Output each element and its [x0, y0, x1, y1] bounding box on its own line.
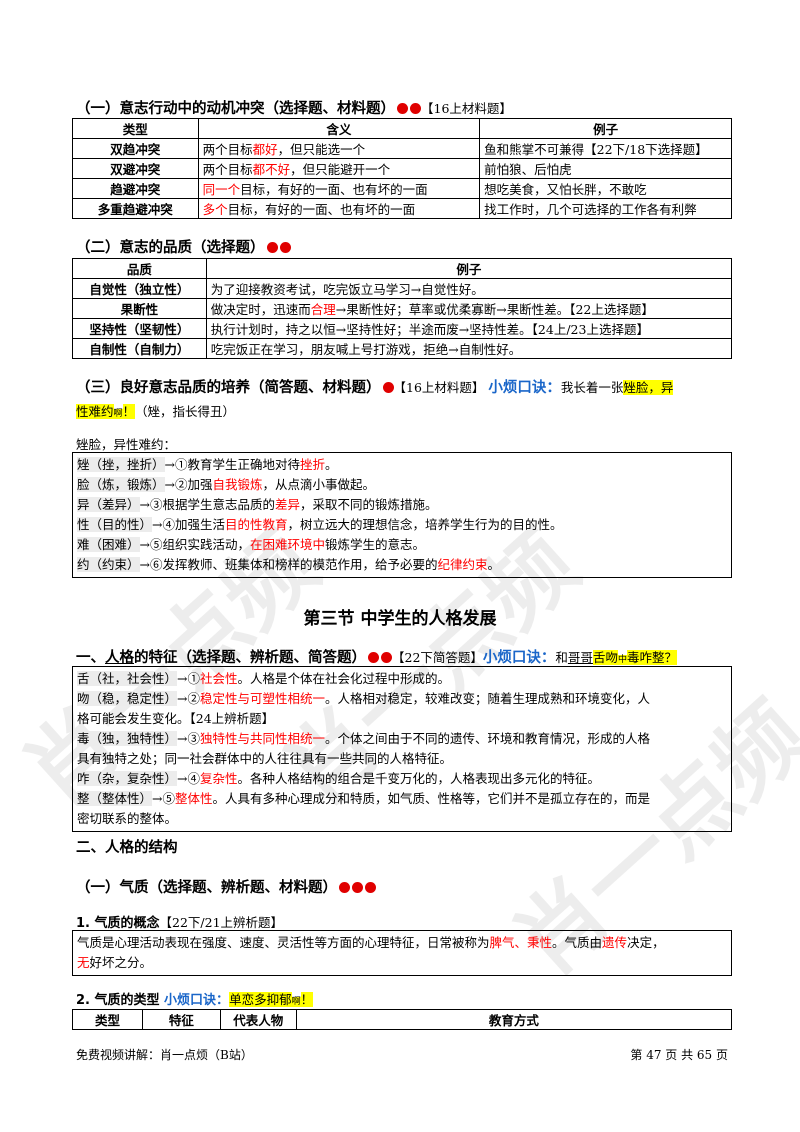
- column-header: 例子: [479, 118, 732, 139]
- section-heading-personality-structure: 二、人格的结构: [76, 840, 178, 856]
- quality-example: 做决定时，迅速而合理→果断性好；草率或优柔寡断→果断性差。【22上选择题】: [205, 298, 733, 319]
- conflict-example: 想吃美食，又怕长胖，不敢吃: [479, 178, 732, 199]
- mnemonic-label: 小烦口诀：: [164, 993, 230, 1008]
- conflict-type: 趋避冲突: [72, 178, 199, 199]
- section-heading-motive-conflict: （一）意志行动中的动机冲突（选择题、材料题） 【16上材料题】: [76, 101, 512, 117]
- list-item: 密切联系的整体。: [77, 811, 178, 826]
- page-number: 第 47 页 共 65 页: [630, 1048, 728, 1062]
- table-header: 类型 特征 代表人物 教育方式: [72, 1009, 733, 1030]
- mnemonic-label: 小烦口诀：: [482, 650, 556, 666]
- conflict-meaning: 两个目标都不好，但只能避开一个: [197, 158, 481, 179]
- mnemonic-highlight: 单恋多抑郁: [229, 992, 292, 1007]
- will-quality-table: 品质 例子 自觉性（独立性） 为了迎接教资考试，吃完饭立马学习→自觉性好。 果断…: [72, 258, 733, 359]
- conflict-meaning: 多个目标，有好的一面、也有坏的一面: [197, 198, 481, 219]
- quality-name: 自制性（自制力）: [72, 338, 207, 359]
- column-header: 类型: [72, 1009, 143, 1030]
- importance-dot-icon: [365, 882, 376, 893]
- importance-dot-icon: [266, 242, 278, 253]
- cultivation-box: 矬（挫，挫折）→①教育学生正确地对待挫折。 脸（炼，锻炼）→②加强自我锻炼，从点…: [72, 452, 732, 578]
- conflict-meaning: 同一个目标，有好的一面、也有坏的一面: [197, 178, 481, 199]
- exam-tag: 【22下/21上辨析题】: [159, 915, 284, 930]
- table-row: 双趋冲突 两个目标都好，但只能选一个 鱼和熊掌不可兼得【22下/18下选择题】: [72, 138, 732, 159]
- temperament-concept-box: 气质是心理活动表现在强度、速度、灵活性等方面的心理特征，日常被称为脾气、秉性。气…: [72, 930, 732, 976]
- table-row: 多重趋避冲突 多个目标，有好的一面、也有坏的一面 找工作时，几个可选择的工作各有…: [72, 198, 732, 219]
- importance-dot-icon: [410, 103, 421, 114]
- importance-dot-icon: [397, 103, 408, 114]
- table-header: 品质 例子: [72, 258, 733, 279]
- mnemonic-continuation: 性难约啊！（矬，指长得丑）: [76, 404, 236, 419]
- motive-conflict-table: 类型 含义 例子 双趋冲突 两个目标都好，但只能选一个 鱼和熊掌不可兼得【22下…: [72, 118, 732, 219]
- temperament-types-table: 类型 特征 代表人物 教育方式: [72, 1009, 733, 1030]
- table-row: 自觉性（独立性） 为了迎接教资考试，吃完饭立马学习→自觉性好。: [72, 278, 733, 299]
- table-row: 趋避冲突 同一个目标，有好的一面、也有坏的一面 想吃美食，又怕长胖，不敢吃: [72, 178, 732, 199]
- list-item: 矬（挫，挫折）→①教育学生正确地对待挫折。: [77, 457, 338, 472]
- section-heading-will-cultivation: （三）良好意志品质的培养（简答题、材料题） 【16上材料题】 小烦口诀：我长着一张…: [76, 380, 674, 396]
- column-header: 特征: [141, 1009, 221, 1030]
- section-heading-personality-features: 一、人格的特征（选择题、辨析题、简答题） 【22下简答题】小烦口诀：和哥哥舌吻中毒…: [76, 650, 677, 666]
- mnemonic-subheading: 矬脸，异性难约：: [76, 437, 177, 452]
- list-item: 异（差异）→③根据学生意志品质的差异，采取不同的锻炼措施。: [77, 497, 438, 512]
- mnemonic-note: （矬，指长得丑）: [135, 404, 236, 419]
- conflict-type: 多重趋避冲突: [72, 198, 199, 219]
- conflict-meaning: 两个目标都好，但只能选一个: [197, 138, 481, 159]
- mnemonic-highlight: 矬脸，异: [623, 380, 674, 395]
- column-header: 例子: [205, 258, 733, 279]
- list-item: 舌（社，社会性）→①社会性。人格是个体在社会化过程中形成的。: [77, 671, 451, 686]
- conflict-type: 双避冲突: [72, 158, 199, 179]
- list-item: 整（整体性）→⑤整体性。人具有多种心理成分和特质，如气质、性格等，它们并不是孤立…: [77, 791, 651, 806]
- exam-tag: 【16上材料题】: [393, 380, 485, 395]
- column-header: 含义: [197, 118, 481, 139]
- section-title: 第三节 中学生的人格发展: [303, 609, 497, 629]
- quality-name: 坚持性（坚韧性）: [72, 318, 207, 339]
- subheading-temperament-types: 2. 气质的类型 小烦口诀：单恋多抑郁啊！: [76, 992, 314, 1008]
- footer-left: 免费视频讲解：肖一点烦（B站）: [76, 1048, 253, 1062]
- personality-features-box: 舌（社，社会性）→①社会性。人格是个体在社会化过程中形成的。 吻（稳，稳定性）→…: [72, 666, 732, 832]
- list-item: 毒（独，独特性）→③独特性与共同性相统一。个体之间由于不同的遗传、环境和教育情况…: [77, 731, 651, 746]
- quality-name: 果断性: [72, 298, 207, 319]
- importance-dot-icon: [352, 882, 363, 893]
- list-item: 难（困难）→⑤组织实践活动，在困难环境中锻炼学生的意志。: [77, 537, 426, 552]
- importance-dot-icon: [279, 242, 291, 253]
- list-item: 约（约束）→⑥发挥教师、班集体和榜样的模范作用，给予必要的纪律约束。: [77, 557, 501, 572]
- section-heading-will-quality: （二）意志的品质（选择题）: [76, 236, 291, 257]
- list-item: 脸（炼，锻炼）→②加强自我锻炼，从点滴小事做起。: [77, 477, 376, 492]
- quality-example: 为了迎接教资考试，吃完饭立马学习→自觉性好。: [205, 278, 733, 299]
- list-item: 吻（稳，稳定性）→②稳定性与可塑性相统一。人格相对稳定，较难改变；随着生理成熟和…: [77, 691, 651, 706]
- list-item: 格可能会发生变化。【24上辨析题】: [77, 711, 275, 726]
- table-header: 类型 含义 例子: [72, 118, 732, 139]
- list-item: 咋（杂，复杂性）→④复杂性。各种人格结构的组合是千变万化的，人格表现出多元化的特…: [77, 771, 601, 786]
- exam-tag: 【16上材料题】: [421, 101, 512, 116]
- mnemonic-highlight: 舌吻: [592, 650, 618, 665]
- table-row: 果断性 做决定时，迅速而合理→果断性好；草率或优柔寡断→果断性差。【22上选择题…: [72, 298, 733, 319]
- importance-dot-icon: [381, 652, 392, 663]
- conflict-type: 双趋冲突: [72, 138, 199, 159]
- text-line: 气质是心理活动表现在强度、速度、灵活性等方面的心理特征，日常被称为脾气、秉性。气…: [77, 935, 665, 950]
- quality-example: 吃完饭正在学习，朋友喊上号打游戏，拒绝→自制性好。: [205, 338, 733, 359]
- column-header: 代表人物: [219, 1009, 297, 1030]
- column-header: 品质: [72, 258, 207, 279]
- conflict-example: 找工作时，几个可选择的工作各有利弊: [479, 198, 732, 219]
- column-header: 类型: [72, 118, 199, 139]
- conflict-example: 鱼和熊掌不可兼得【22下/18下选择题】: [479, 138, 732, 159]
- importance-dot-icon: [382, 382, 394, 393]
- quality-example: 执行计划时，持之以恒→坚持性好；半途而废→坚持性差。【24上/23上选择题】: [205, 318, 733, 339]
- conflict-example: 前怕狼、后怕虎: [479, 158, 732, 179]
- table-row: 双避冲突 两个目标都不好，但只能避开一个 前怕狼、后怕虎: [72, 158, 732, 179]
- section-heading-temperament: （一）气质（选择题、辨析题、材料题）: [76, 876, 376, 897]
- text-line: 无好坏之分。: [77, 955, 153, 970]
- mnemonic-label: 小烦口诀：: [488, 380, 561, 396]
- column-header: 教育方式: [295, 1009, 733, 1030]
- quality-name: 自觉性（独立性）: [72, 278, 207, 299]
- subheading-temperament-concept: 1. 气质的概念【22下/21上辨析题】: [76, 915, 284, 931]
- list-item: 性（目的性）→④加强生活目的性教育，树立远大的理想信念，培养学生行为的目的性。: [77, 517, 563, 532]
- table-row: 坚持性（坚韧性） 执行计划时，持之以恒→坚持性好；半途而废→坚持性差。【24上/…: [72, 318, 733, 339]
- importance-dot-icon: [368, 652, 379, 663]
- exam-tag: 【22下简答题】: [392, 650, 483, 665]
- mnemonic-text: 我长着一张: [560, 380, 624, 395]
- list-item: 具有独特之处；同一社会群体中的人往往具有一些共同的人格特征。: [77, 751, 453, 766]
- table-row: 自制性（自制力） 吃完饭正在学习，朋友喊上号打游戏，拒绝→自制性好。: [72, 338, 733, 359]
- importance-dot-icon: [339, 882, 350, 893]
